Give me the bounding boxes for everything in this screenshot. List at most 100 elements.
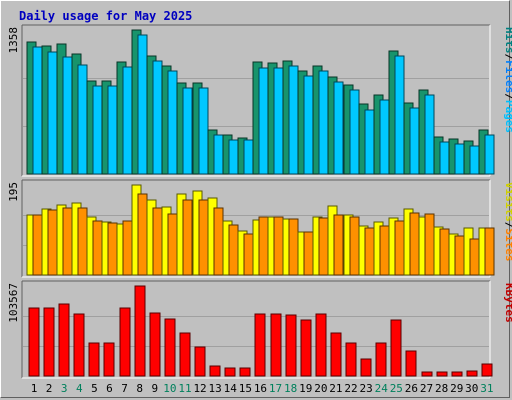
requests-files-bar-15	[243, 139, 254, 175]
visits-sites-bar-12	[198, 199, 209, 276]
kbytes-kbytes-bar-19	[300, 319, 312, 377]
requests-legend-item-5: Pages	[503, 100, 512, 133]
requests-files-bar-13	[213, 134, 224, 175]
kbytes-kbytes-bar-24	[375, 342, 387, 377]
day-label-21: 21	[329, 382, 342, 395]
kbytes-panel: 103567 KBytes	[7, 280, 512, 379]
visits-sites-bar-4	[77, 207, 88, 276]
kbytes-kbytes-bar-13	[209, 365, 221, 377]
requests-legend: Hits/Files/Pages	[503, 27, 512, 133]
visits-sites-bar-10	[167, 213, 178, 276]
kbytes-kbytes-bar-29	[451, 371, 463, 377]
day-label-23: 23	[360, 382, 373, 395]
day-label-25: 25	[390, 382, 403, 395]
visits-sites-bar-1	[32, 214, 43, 276]
visits-legend-item-2: /	[503, 222, 512, 229]
visits-sites-bar-8	[137, 193, 148, 276]
requests-files-bar-9	[152, 60, 163, 175]
day-label-30: 30	[465, 382, 478, 395]
kbytes-kbytes-bar-17	[270, 313, 282, 377]
kbytes-kbytes-bar-9	[149, 312, 161, 377]
visits-sites-bar-6	[107, 222, 118, 276]
requests-files-bar-12	[198, 87, 209, 175]
visits-sites-bar-7	[122, 220, 133, 276]
day-label-11: 11	[178, 382, 191, 395]
chart-panels: 1358Hits/Files/Pages195Visits/Sites10356…	[7, 24, 512, 379]
chart-title: Daily usage for May 2025	[19, 9, 192, 23]
kbytes-kbytes-bar-27	[421, 371, 433, 377]
visits-sites-bar-27	[424, 213, 435, 276]
visits-sites-bar-29	[454, 235, 465, 276]
requests-legend-item-3: Files	[503, 60, 512, 93]
day-label-19: 19	[299, 382, 312, 395]
requests-files-bar-27	[424, 94, 435, 175]
kbytes-kbytes-bar-21	[330, 332, 342, 377]
kbytes-kbytes-bar-28	[436, 371, 448, 377]
requests-files-bar-30	[469, 145, 480, 175]
day-label-10: 10	[163, 382, 176, 395]
kbytes-kbytes-bar-12	[194, 346, 206, 377]
requests-files-bar-24	[379, 99, 390, 175]
visits-sites-bar-23	[364, 227, 375, 276]
kbytes-kbytes-bar-3	[58, 303, 70, 377]
day-label-28: 28	[435, 382, 448, 395]
day-label-9: 9	[151, 382, 158, 395]
requests-legend-item-2: /	[503, 54, 512, 61]
visits-sites-bar-16	[258, 216, 269, 276]
requests-files-bar-26	[409, 107, 420, 175]
visits-panel: 195 Visits/Sites	[7, 179, 512, 278]
visits-sites-bar-18	[288, 218, 299, 276]
visits-sites-bar-14	[228, 224, 239, 276]
requests-max-label: 1358	[7, 27, 20, 54]
day-label-26: 26	[405, 382, 418, 395]
requests-files-bar-6	[107, 85, 118, 175]
kbytes-kbytes-bar-23	[360, 358, 372, 377]
visits-max-label: 195	[7, 182, 20, 202]
day-label-16: 16	[254, 382, 267, 395]
requests-files-bar-19	[303, 75, 314, 175]
day-label-18: 18	[284, 382, 297, 395]
requests-files-bar-18	[288, 65, 299, 175]
day-label-5: 5	[91, 382, 98, 395]
kbytes-kbytes-bar-6	[103, 342, 115, 377]
visits-sites-bar-13	[213, 207, 224, 276]
requests-files-bar-21	[333, 81, 344, 175]
requests-files-bar-8	[137, 34, 148, 175]
day-label-13: 13	[209, 382, 222, 395]
visits-sites-bar-24	[379, 225, 390, 276]
day-label-22: 22	[344, 382, 357, 395]
requests-files-bar-29	[454, 143, 465, 175]
requests-files-bar-11	[182, 87, 193, 175]
requests-files-bar-31	[484, 134, 495, 175]
requests-files-bar-16	[258, 67, 269, 175]
requests-files-bar-23	[364, 109, 375, 175]
visits-sites-bar-30	[469, 238, 480, 276]
kbytes-legend: KBytes	[503, 283, 512, 323]
day-label-31: 31	[480, 382, 493, 395]
day-labels: 1 2 3 4 5 6 7 8 9 10 11 12 13 14 15 16 17 18 19 20 21 22 23 24 2…	[31, 382, 494, 395]
requests-files-bar-2	[47, 51, 58, 175]
day-label-27: 27	[420, 382, 433, 395]
day-label-8: 8	[136, 382, 143, 395]
day-label-20: 20	[314, 382, 327, 395]
kbytes-kbytes-bar-26	[405, 350, 417, 377]
visits-sites-bar-2	[47, 209, 58, 276]
day-label-14: 14	[224, 382, 238, 395]
requests-legend-item-1: Hits	[503, 27, 512, 54]
kbytes-kbytes-bar-18	[285, 314, 297, 377]
kbytes-kbytes-bar-8	[134, 285, 146, 377]
day-label-4: 4	[76, 382, 83, 395]
requests-files-bar-17	[273, 67, 284, 175]
kbytes-max-label: 103567	[7, 283, 20, 323]
kbytes-kbytes-bar-25	[390, 319, 402, 377]
requests-files-bar-10	[167, 70, 178, 175]
visits-sites-bar-15	[243, 233, 254, 276]
visits-legend: Visits/Sites	[503, 182, 512, 262]
day-label-7: 7	[121, 382, 128, 395]
day-label-15: 15	[239, 382, 252, 395]
day-label-2: 2	[46, 382, 53, 395]
day-label-3: 3	[61, 382, 68, 395]
requests-legend-item-4: /	[503, 93, 512, 100]
requests-files-bar-7	[122, 66, 133, 175]
kbytes-kbytes-bar-30	[466, 370, 478, 377]
